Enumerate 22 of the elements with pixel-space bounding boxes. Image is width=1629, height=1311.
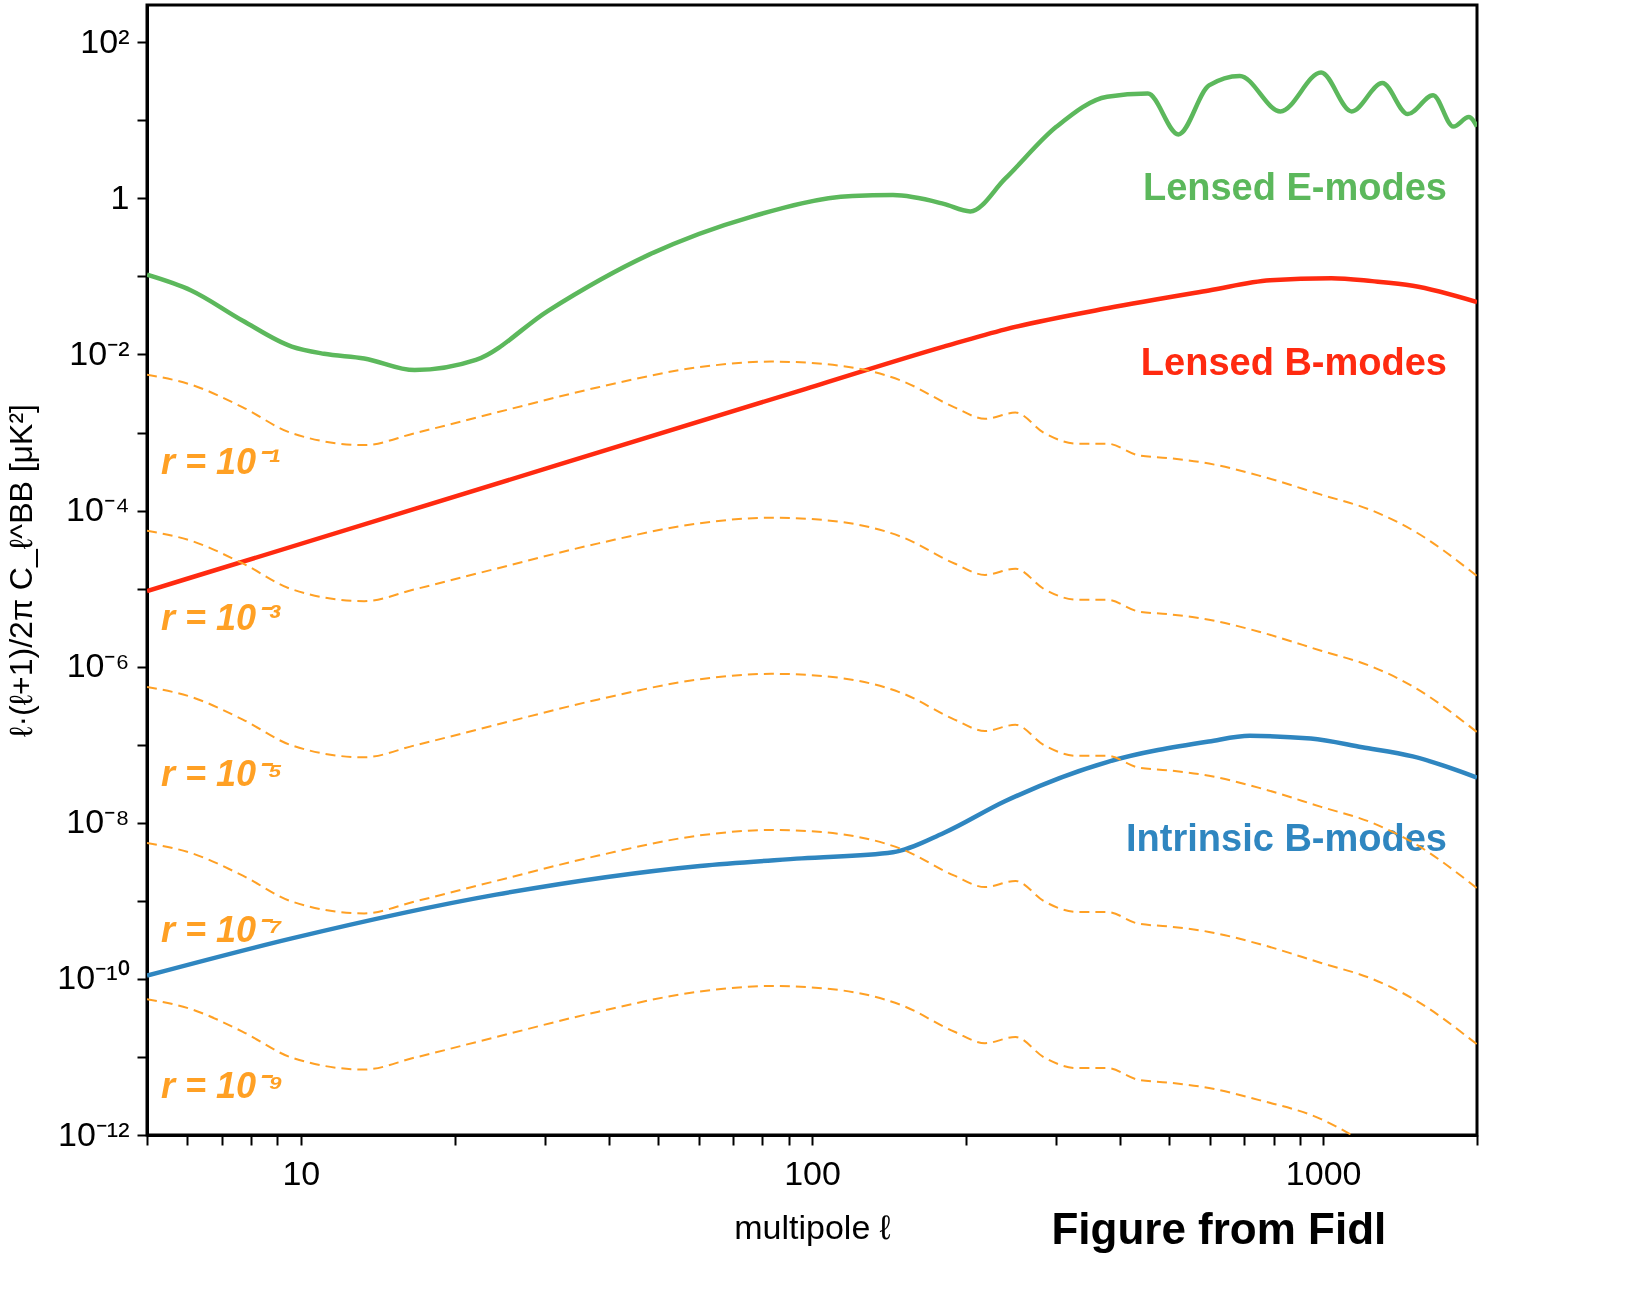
series-label: Intrinsic B-modes — [1126, 816, 1447, 859]
x-axis-title: multipole ℓ — [734, 1207, 891, 1246]
series-label: Lensed E-modes — [1142, 165, 1447, 208]
series-label: r = 10⁻⁵ — [161, 752, 283, 794]
y-tick-label: 10⁻⁶ — [66, 646, 130, 685]
series-label: Lensed B-modes — [1140, 341, 1447, 383]
y-axis-title: ℓ·(ℓ+1)/2π C_ℓ^BB [μK²] — [3, 404, 40, 737]
series-label: r = 10⁻³ — [161, 596, 282, 638]
y-tick-label: 10⁻¹² — [58, 1114, 130, 1153]
series-label: r = 10⁻¹ — [161, 440, 281, 482]
y-tick-label: 10⁻² — [69, 333, 130, 372]
text: Figure from Fidl — [1051, 1204, 1387, 1253]
y-tick-label: 10⁻⁸ — [66, 802, 130, 841]
y-tick-label: 1 — [110, 177, 130, 216]
y-tick-label: 10² — [80, 21, 130, 60]
series-label: r = 10⁻⁷ — [161, 909, 283, 951]
x-tick-label: 1000 — [1285, 1153, 1362, 1192]
y-tick-label: 10⁻⁴ — [66, 490, 130, 529]
y-tick-label: 10⁻¹⁰ — [57, 958, 130, 997]
x-tick-label: 10 — [282, 1153, 321, 1192]
series-label: r = 10⁻⁹ — [161, 1065, 284, 1107]
x-tick-label: 100 — [784, 1153, 841, 1192]
